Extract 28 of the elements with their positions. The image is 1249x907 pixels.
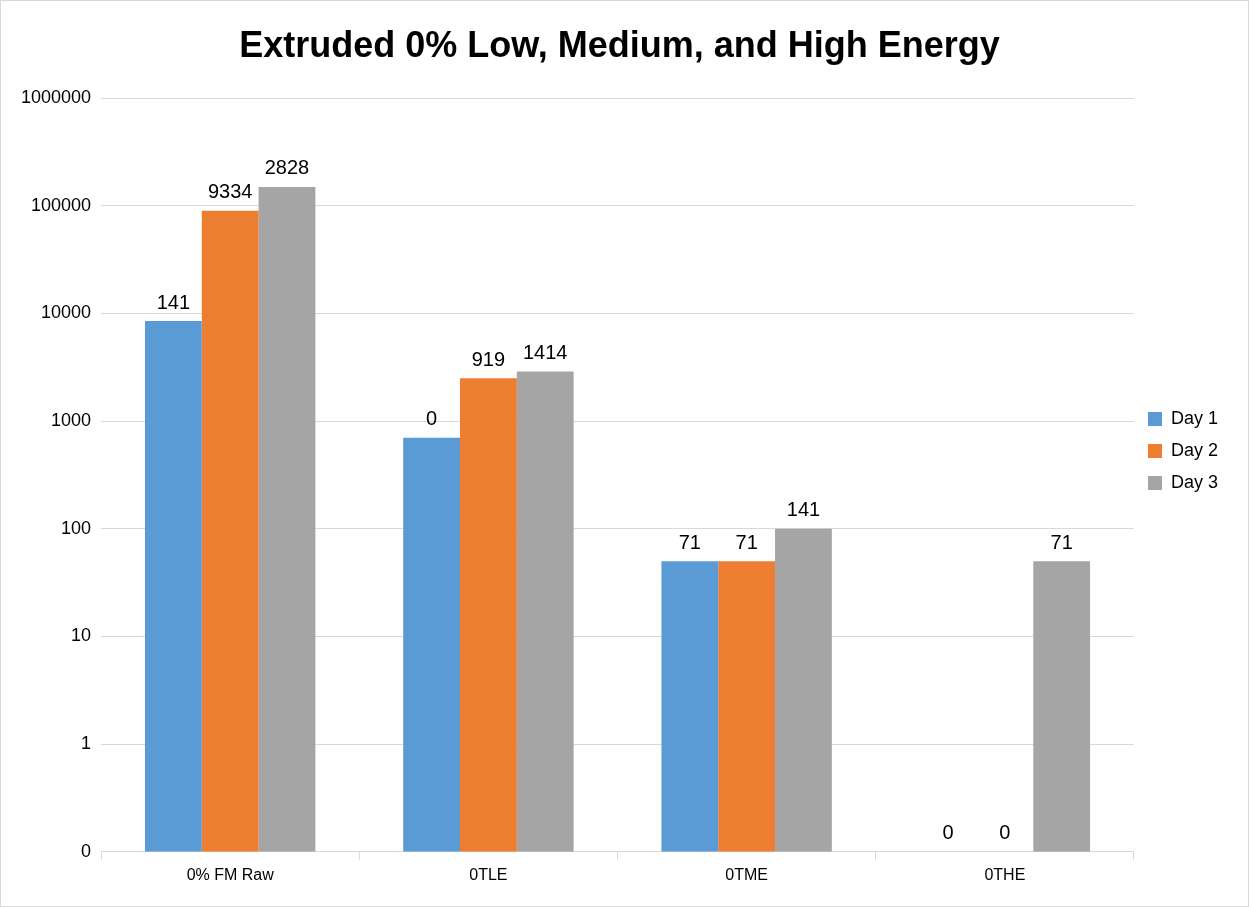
annotation: 71 <box>735 530 758 553</box>
x-tick-label: 0TLE <box>469 865 508 883</box>
annotation: 0 <box>942 821 954 844</box>
legend-label: Day 3 <box>1170 471 1219 492</box>
x-tick-label: 0TME <box>725 865 768 883</box>
legend-label: Day 1 <box>1170 407 1219 428</box>
annotation: 71 <box>1050 530 1073 553</box>
y-tick-label: 100000 <box>31 194 92 215</box>
chart-title: Extruded 0% Low, Medium, and High Energy <box>239 23 1000 65</box>
annotation: 2828 <box>264 156 310 179</box>
y-tick-label: 100 <box>61 517 92 538</box>
y-tick-label: 10000 <box>41 302 92 323</box>
y-tick-label: 1 <box>81 733 92 754</box>
annotation: 0 <box>999 821 1011 844</box>
annotation: 71 <box>678 530 701 553</box>
y-tick-label: 10 <box>71 625 92 646</box>
annotation: 9334 <box>207 180 253 203</box>
annotation: 1414 <box>522 340 568 363</box>
x-tick-label: 0THE <box>984 865 1026 883</box>
annotation: 141 <box>786 498 821 521</box>
y-tick-label: 0 <box>81 840 92 861</box>
y-tick-label: 1000000 <box>21 87 92 108</box>
annotation: 0 <box>426 407 438 430</box>
y-tick-label: 1000 <box>51 410 92 431</box>
x-tick-label: 0% FM Raw <box>186 865 275 883</box>
annotation: 141 <box>156 290 191 313</box>
annotation: 919 <box>471 347 506 370</box>
legend-label: Day 2 <box>1170 439 1219 460</box>
